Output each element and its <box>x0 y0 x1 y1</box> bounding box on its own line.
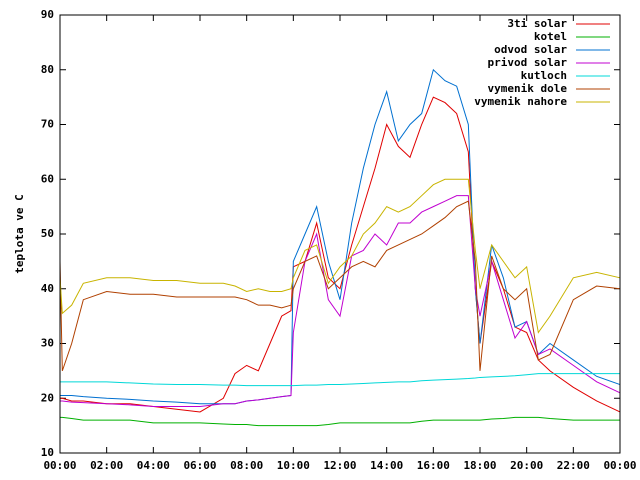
x-tick-label: 18:00 <box>463 459 496 472</box>
legend-label: 3ti solar <box>507 17 567 30</box>
x-tick-label: 20:00 <box>510 459 543 472</box>
x-tick-label: 00:00 <box>603 459 636 472</box>
x-tick-label: 16:00 <box>417 459 450 472</box>
x-tick-label: 22:00 <box>557 459 590 472</box>
series-line <box>59 200 621 372</box>
y-tick-label: 80 <box>41 63 54 76</box>
legend-label: odvod solar <box>494 43 567 56</box>
y-tick-label: 30 <box>41 337 54 350</box>
y-tick-label: 20 <box>41 391 54 404</box>
legend-label: kutloch <box>521 69 567 82</box>
y-axis-label: teplota ve C <box>13 194 26 273</box>
x-tick-label: 14:00 <box>370 459 403 472</box>
series-line <box>60 68 621 405</box>
y-tick-label: 10 <box>41 446 54 459</box>
legend-label: privod solar <box>488 56 568 69</box>
x-tick-label: 02:00 <box>90 459 123 472</box>
legend-label: kotel <box>534 30 567 43</box>
x-tick-label: 10:00 <box>277 459 310 472</box>
series-line <box>60 416 620 427</box>
y-tick-label: 70 <box>41 118 54 131</box>
x-tick-label: 12:00 <box>323 459 356 472</box>
legend-label: vymenik dole <box>488 82 568 95</box>
x-tick-label: 06:00 <box>183 459 216 472</box>
x-tick-label: 00:00 <box>43 459 76 472</box>
plot-border <box>59 14 621 454</box>
series-line <box>59 178 621 334</box>
y-tick-label: 40 <box>41 282 54 295</box>
y-tick-label: 50 <box>41 227 54 240</box>
legend-label: vymenik nahore <box>474 95 567 108</box>
series-line <box>60 373 620 387</box>
x-tick-label: 04:00 <box>137 459 170 472</box>
y-tick-label: 60 <box>41 172 54 185</box>
y-tick-label: 90 <box>41 8 54 21</box>
x-tick-label: 08:00 <box>230 459 263 472</box>
